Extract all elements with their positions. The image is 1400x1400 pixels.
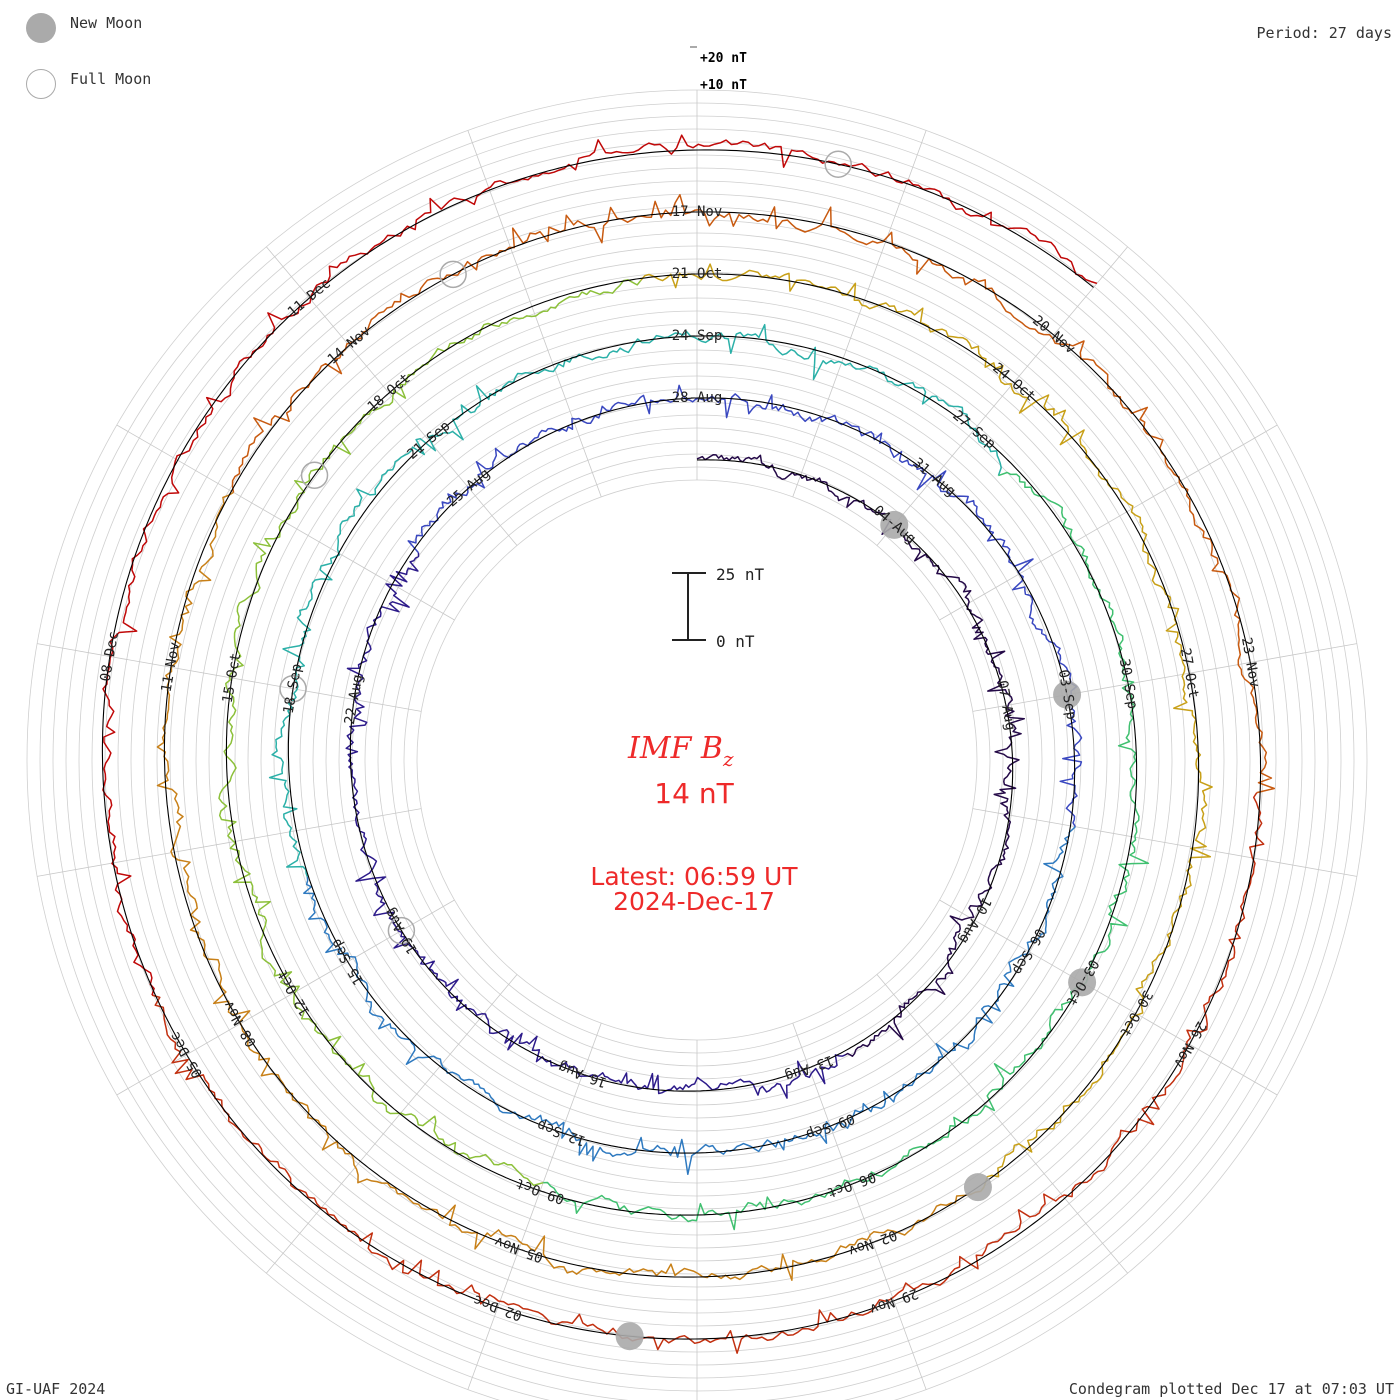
latest-date: 2024-Dec-17	[613, 887, 775, 916]
series-segment	[345, 552, 846, 1099]
full-moon-legend-icon	[26, 69, 56, 99]
series-segment	[696, 453, 1026, 1057]
scale-bar-top-label: 25 nT	[716, 565, 765, 584]
moon-markers	[279, 150, 1097, 1351]
center-value: 14 nT	[654, 777, 734, 810]
center-title: IMF Bz	[627, 731, 734, 771]
date-label: 02-Nov	[846, 1226, 899, 1258]
outer-scale: +20 nT +10 nT	[690, 46, 747, 93]
full-moon-icon	[300, 461, 329, 490]
grid-spoke	[876, 974, 1128, 1274]
date-label: 30-Oct	[1116, 987, 1155, 1039]
new-moon-icon	[880, 510, 909, 539]
outer-scale-20-label: +20 nT	[700, 51, 747, 66]
grid-spoke	[939, 424, 1278, 621]
date-label: 08-Dec	[98, 630, 123, 683]
new-moon-legend-icon	[26, 13, 56, 43]
date-label: 21-Sep	[404, 418, 453, 463]
grid-spoke	[939, 899, 1278, 1096]
series-segment	[218, 279, 642, 1187]
date-label: 12-Sep	[535, 1116, 588, 1148]
date-label: 17-Nov	[672, 204, 723, 220]
date-label: 30-Sep	[1116, 658, 1141, 711]
date-label: 26-Nov	[1170, 1018, 1209, 1070]
date-label: 28-Aug	[672, 390, 723, 406]
new-moon-icon	[1068, 968, 1097, 997]
date-label: 27-Sep	[949, 408, 998, 453]
full-moon-icon	[279, 675, 307, 703]
date-label: 24-Oct	[989, 360, 1038, 405]
series-segment	[156, 491, 981, 1281]
series-segment	[407, 384, 1083, 828]
date-label: 11-Nov	[159, 641, 184, 694]
grid-spoke	[792, 130, 927, 498]
full-moon-icon	[387, 916, 416, 945]
baseline-spiral	[101, 149, 1262, 1340]
new-moon-icon	[1053, 680, 1082, 709]
latest-time: Latest: 06:59 UT	[590, 862, 798, 891]
date-label: 07-Aug	[994, 679, 1019, 732]
grid-spokes	[37, 90, 1357, 1400]
series-segment	[151, 792, 1265, 1354]
grid-spoke	[972, 808, 1357, 877]
series-segment	[231, 194, 1276, 794]
date-label: 15-Sep	[328, 936, 367, 988]
grid-spoke	[876, 246, 1128, 546]
date-label: 18-Sep	[281, 663, 306, 716]
full-moon-icon	[439, 260, 467, 289]
date-label: 09-Sep	[804, 1110, 857, 1142]
date-label: 09-Oct	[514, 1175, 567, 1207]
new-moon-icon	[963, 1173, 992, 1202]
date-label: 15-Oct	[220, 652, 245, 705]
grid-spoke	[266, 246, 518, 546]
center-text: IMF Bz 14 nT Latest: 06:59 UT 2024-Dec-1…	[590, 731, 798, 916]
grid-spoke	[266, 974, 518, 1274]
outer-scale-10-label: +10 nT	[700, 78, 747, 93]
grid-spoke	[467, 130, 602, 498]
new-moon-icon	[615, 1322, 644, 1351]
series-segment	[102, 134, 1098, 996]
baseline-rings	[101, 149, 1262, 1340]
date-label: 29-Nov	[867, 1285, 920, 1317]
grid-spoke	[792, 1022, 927, 1390]
date-label: 22-Aug	[342, 673, 367, 726]
credit-label: GI-UAF 2024	[6, 1380, 106, 1398]
date-label: 05-Nov	[493, 1233, 546, 1265]
grid-spoke	[467, 1022, 602, 1390]
date-label: 24-Sep	[672, 328, 723, 344]
date-label: 18-Oct	[365, 371, 414, 416]
new-moon-legend-label: New Moon	[70, 14, 143, 32]
date-label: 21-Oct	[672, 266, 723, 282]
scale-bar-bottom-label: 0 nT	[716, 632, 755, 651]
series-segment	[268, 323, 1002, 877]
grid-spoke	[116, 424, 455, 621]
plotted-timestamp: Condegram plotted Dec 17 at 07:03 UT	[1068, 1380, 1394, 1398]
grid-spoke	[972, 643, 1357, 712]
date-label: 08-Nov	[221, 998, 260, 1050]
period-label: Period: 27 days	[1256, 24, 1392, 42]
date-label: 05-Dec	[167, 1029, 206, 1081]
full-moon-legend-label: Full Moon	[70, 70, 152, 88]
scale-bar: 25 nT 0 nT	[672, 565, 765, 651]
full-moon-icon	[824, 150, 852, 178]
